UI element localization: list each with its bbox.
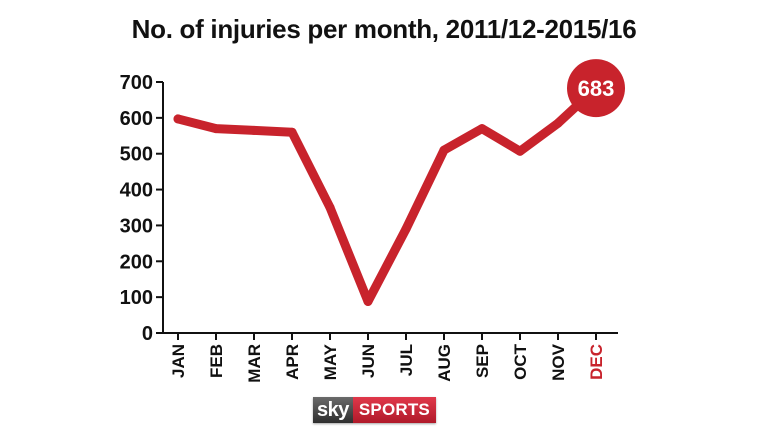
data-point (211, 124, 221, 134)
data-point (401, 224, 411, 234)
data-point (325, 203, 335, 212)
highlight-marker (567, 59, 625, 118)
data-point (287, 127, 297, 137)
x-tick-label: AUG (435, 344, 454, 382)
x-tick-label: FEB (207, 344, 226, 378)
x-tick-label: OCT (511, 343, 530, 380)
y-tick-label: 500 (120, 144, 153, 166)
data-point (173, 114, 183, 124)
x-axis-ticks: JAN FEB MAR APR MAY JUN JUL AUG SEP OCT NOV DEC (169, 333, 606, 383)
y-tick-label: 100 (120, 287, 153, 309)
data-labels: 683 (567, 59, 625, 118)
x-tick-label: DEC (587, 344, 606, 380)
y-axis-ticks: 0 100 200 300 400 500 600 700 (120, 72, 163, 345)
y-tick-label: 200 (120, 251, 153, 273)
y-tick-label: 0 (142, 323, 153, 345)
data-point (477, 124, 487, 134)
series-group (173, 83, 601, 306)
x-tick-label: JUL (397, 344, 416, 376)
data-label: 683 (578, 76, 615, 101)
chart-title: No. of injuries per month, 2011/12-2015/… (131, 14, 637, 44)
logo-sports-text: SPORTS (352, 397, 436, 423)
x-tick-label: MAY (321, 343, 340, 380)
x-tick-label: APR (283, 344, 302, 380)
x-tick-label: JAN (169, 344, 188, 378)
data-point (439, 145, 449, 155)
series-line (173, 83, 601, 306)
y-tick-label: 400 (120, 180, 153, 202)
sky-sports-logo: sky SPORTS (313, 397, 436, 423)
x-tick-label: JUN (359, 344, 378, 378)
logo-sky-text: sky (313, 397, 353, 423)
y-tick-label: 600 (120, 108, 153, 130)
y-tick-label: 700 (120, 72, 153, 94)
x-tick-label: NOV (549, 343, 568, 381)
x-tick-label: MAR (245, 344, 264, 383)
y-tick-label: 300 (120, 215, 153, 237)
data-point (515, 146, 525, 156)
data-point (249, 125, 259, 135)
data-point (553, 118, 563, 128)
x-tick-label: SEP (473, 344, 492, 378)
data-point (363, 296, 373, 306)
chart-axes (162, 82, 618, 334)
